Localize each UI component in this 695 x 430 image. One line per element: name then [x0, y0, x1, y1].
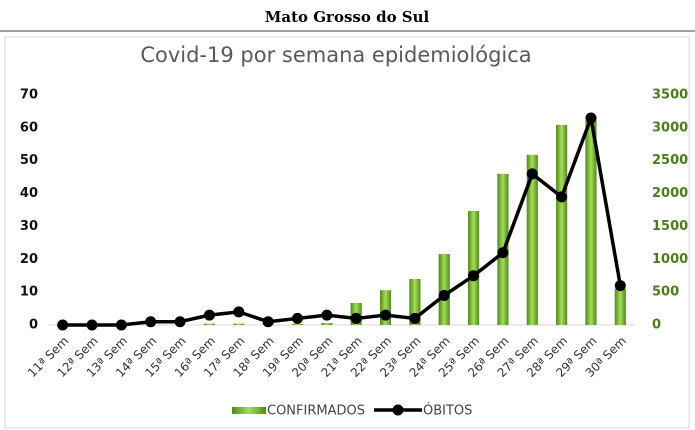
y2-tick-label: 1500	[652, 219, 688, 234]
y2-tick-label: 500	[652, 285, 679, 300]
bar	[233, 323, 245, 325]
y-tick-label: 60	[20, 120, 38, 135]
bar	[585, 119, 597, 325]
y2-tick-label: 1000	[652, 252, 688, 267]
y-tick-label: 70	[20, 88, 38, 103]
legend-swatch	[232, 407, 266, 414]
y2-tick-label: 3500	[652, 88, 688, 103]
chart-frame	[4, 36, 690, 429]
point	[585, 112, 597, 124]
page-title: Mato Grosso do Sul	[265, 8, 430, 26]
bar	[467, 210, 480, 325]
point	[86, 319, 98, 331]
point	[614, 280, 626, 292]
y-tick-label: 20	[20, 252, 38, 267]
point	[409, 312, 421, 324]
y2-tick-label: 2000	[652, 186, 688, 201]
point	[380, 309, 392, 321]
bar	[291, 324, 304, 325]
legend-label: CONFIRMADOS	[267, 404, 365, 419]
bar	[556, 124, 568, 326]
y-tick-label: 50	[20, 153, 38, 168]
point	[145, 316, 157, 328]
point	[262, 316, 274, 328]
bar	[409, 279, 421, 325]
bar	[321, 323, 333, 325]
bar	[614, 288, 626, 325]
point	[233, 306, 245, 318]
bar	[203, 323, 216, 325]
legend-marker	[392, 404, 404, 416]
y2-tick-label: 2500	[652, 153, 688, 168]
chart-title: Covid-19 por semana epidemiológica	[140, 43, 531, 67]
y2-tick-label: 3000	[652, 120, 688, 135]
point	[468, 270, 480, 282]
bar	[526, 154, 538, 325]
legend-label: ÓBITOS	[423, 403, 472, 419]
point	[350, 312, 362, 324]
point	[497, 247, 509, 259]
point	[438, 289, 450, 301]
point	[291, 312, 303, 324]
point	[115, 319, 127, 331]
point	[174, 316, 186, 328]
y-tick-label: 10	[20, 285, 38, 300]
y2-tick-label: 0	[652, 318, 661, 333]
point	[526, 168, 538, 180]
bar	[438, 254, 450, 325]
point	[321, 309, 333, 321]
bar	[379, 290, 392, 325]
y-tick-label: 0	[29, 318, 38, 333]
point	[556, 191, 568, 203]
y-tick-label: 40	[20, 186, 38, 201]
y-tick-label: 30	[20, 219, 38, 234]
point	[57, 319, 69, 331]
point	[203, 309, 215, 321]
